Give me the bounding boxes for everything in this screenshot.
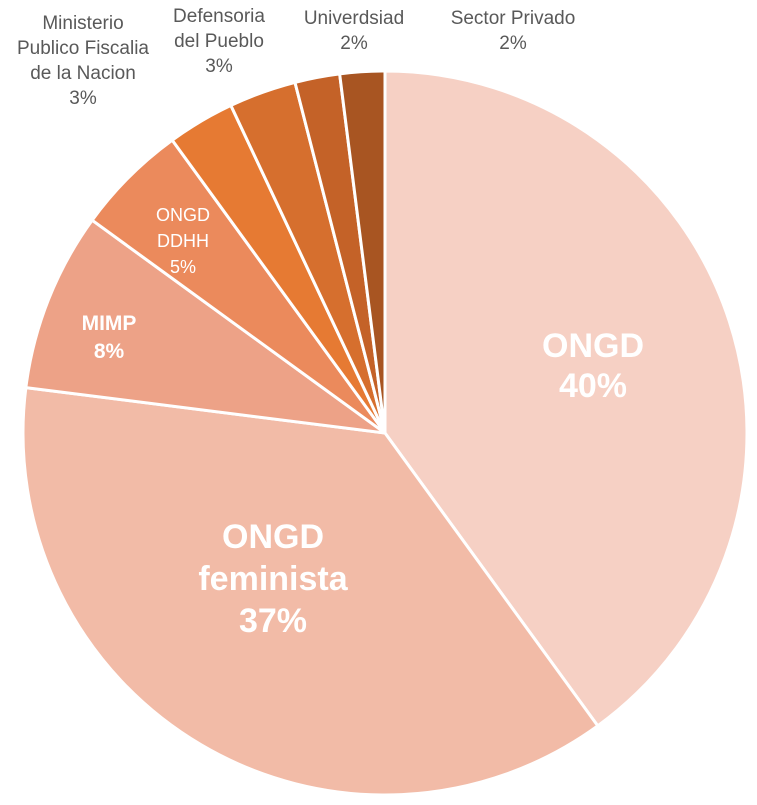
slice-label-ongd-ddhh: ONGD DDHH 5% xyxy=(156,205,210,277)
slice-label-line: ONGD xyxy=(222,518,324,556)
slice-label-line: Publico Fiscalia xyxy=(17,38,149,59)
slice-label-line: del Pueblo xyxy=(174,31,264,52)
slice-label-line: feminista xyxy=(198,560,348,598)
slice-label-ongd-feminista: ONGD feminista 37% xyxy=(198,518,348,640)
pie-slice-sector-privado xyxy=(338,69,387,435)
slice-label-defensoria-del-pueblo: Defensoria del Pueblo 3% xyxy=(173,6,265,77)
pie-slice-ongd-feminista xyxy=(21,386,600,797)
slice-label-line: ONGD xyxy=(542,327,644,365)
slice-label-line: 37% xyxy=(239,602,307,640)
slice-label-line: MIMP xyxy=(82,312,137,335)
slice-label-line: Univerdsiad xyxy=(304,8,404,29)
slice-label-mimp: MIMP 8% xyxy=(82,312,137,363)
pie-slice-mimp xyxy=(24,218,387,435)
slice-label-line: 40% xyxy=(559,367,627,405)
slice-label-line: 3% xyxy=(69,88,97,109)
slice-label-ministerio-publico-fiscalia-de-la-nacion: Ministerio Publico Fiscalia de la Nacion 3% xyxy=(17,13,149,109)
slice-label-line: 2% xyxy=(340,33,368,54)
slice-label-line: DDHH xyxy=(157,231,209,251)
pie-labels: ONGD 40%ONGD feminista 37%MIMP 8%ONGD DDHH 5%M… xyxy=(17,6,644,640)
slice-label-line: Sector Privado xyxy=(451,8,576,29)
slice-label-univerdsiad: Univerdsiad 2% xyxy=(304,8,404,54)
pie-slices xyxy=(21,69,749,797)
slice-label-line: 2% xyxy=(499,33,527,54)
slice-label-line: Ministerio xyxy=(42,13,123,34)
slice-label-line: 5% xyxy=(170,257,196,277)
slice-label-line: Defensoria xyxy=(173,6,265,27)
slice-label-line: ONGD xyxy=(156,205,210,225)
slice-label-line: de la Nacion xyxy=(30,63,136,84)
pie-slice-ongd xyxy=(383,69,749,728)
slice-label-ongd: ONGD 40% xyxy=(542,327,644,405)
slice-label-line: 8% xyxy=(94,340,125,363)
slice-label-sector-privado: Sector Privado 2% xyxy=(451,8,576,54)
slice-label-line: 3% xyxy=(205,56,233,77)
